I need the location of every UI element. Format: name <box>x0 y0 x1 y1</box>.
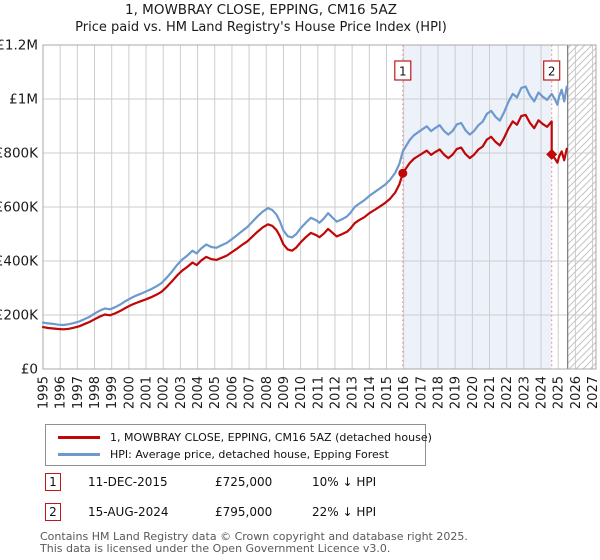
x-tick-label: 2006 <box>225 376 240 409</box>
y-tick-label: £600K <box>0 200 39 216</box>
legend-label-hpi: HPI: Average price, detached house, Eppi… <box>110 448 389 461</box>
x-tick-label: 2021 <box>483 376 498 409</box>
property-line-swatch <box>58 436 100 439</box>
y-tick-label: £200K <box>0 308 39 324</box>
sale-2-flag-box <box>543 60 561 81</box>
footer-line-1: Contains HM Land Registry data © Crown c… <box>40 530 468 543</box>
sale-1-flag-box <box>394 60 412 81</box>
hpi-line-swatch <box>58 453 100 456</box>
plot-border <box>42 44 597 370</box>
x-tick-label: 1999 <box>105 376 120 409</box>
x-tick-label: 2001 <box>140 376 155 409</box>
x-tick-label: 2000 <box>122 376 137 409</box>
footer-line-2: This data is licensed under the Open Gov… <box>40 541 391 555</box>
price-history-chart: 1 2 £0 £200K £400K £600K £800K £1M £1.2M 19951996… <box>0 38 600 410</box>
sale-1-marker <box>398 168 408 178</box>
x-tick-label: 2027 <box>586 376 600 409</box>
series-line <box>41 113 568 331</box>
x-tick-label: 2026 <box>569 376 584 409</box>
x-tick-label: 2004 <box>191 376 206 409</box>
x-tick-label: 2022 <box>500 376 515 409</box>
sale-2-hpi-diff: 22% ↓ HPI <box>312 504 377 519</box>
legend-item-property: 1, MOWBRAY CLOSE, EPPING, CM16 5AZ (deta… <box>58 429 432 446</box>
legend-label-property: 1, MOWBRAY CLOSE, EPPING, CM16 5AZ (deta… <box>110 431 432 444</box>
x-tick-label: 1997 <box>71 376 86 409</box>
x-tick-label: 2009 <box>277 376 292 409</box>
y-tick-label: £400K <box>0 254 39 270</box>
y-tick-label: £800K <box>0 146 39 162</box>
x-tick-label: 2011 <box>311 376 326 409</box>
x-tick-label: 2014 <box>363 376 378 409</box>
legend-item-hpi: HPI: Average price, detached house, Eppi… <box>58 446 425 463</box>
chart-legend: 1, MOWBRAY CLOSE, EPPING, CM16 5AZ (deta… <box>45 424 432 466</box>
x-tick-label: 2005 <box>208 376 223 409</box>
x-tick-label: 2025 <box>552 376 567 409</box>
x-tick-label: 2016 <box>397 376 412 409</box>
y-tick-label: £1M <box>9 92 38 108</box>
sale-2-marker <box>546 148 558 160</box>
future-hatched-region <box>567 45 596 369</box>
sale-1-number-badge: 1 <box>45 472 61 491</box>
x-tick-label: 2020 <box>466 376 481 409</box>
sale-1-hpi-diff: 10% ↓ HPI <box>312 474 377 489</box>
x-tick-label: 2012 <box>328 376 343 409</box>
x-tick-label: 2023 <box>517 376 532 409</box>
sale-2-flag-label: 2 <box>548 65 556 79</box>
x-tick-label: 1996 <box>54 376 69 409</box>
x-tick-label: 2018 <box>432 376 447 409</box>
page-title: 1, MOWBRAY CLOSE, EPPING, CM16 5AZ <box>125 2 397 18</box>
sale-1-price: £725,000 <box>215 474 273 489</box>
sale-1-date: 11-DEC-2015 <box>88 474 168 489</box>
y-tick-label: £0 <box>21 362 38 378</box>
sale-1-flag-label: 1 <box>399 65 407 79</box>
x-tick-label: 2013 <box>346 376 361 409</box>
sale-annotation-1: 1 11-DEC-2015 £725,000 10% ↓ HPI <box>45 472 376 491</box>
x-tick-label: 2017 <box>414 376 429 409</box>
y-tick-label: £1.2M <box>0 38 38 54</box>
sale-2-price: £795,000 <box>215 504 273 519</box>
x-tick-label: 2024 <box>535 376 550 409</box>
x-tick-label: 2019 <box>449 376 464 409</box>
page-subtitle: Price paid vs. HM Land Registry's House … <box>75 20 447 35</box>
x-tick-label: 2007 <box>243 376 258 409</box>
x-tick-label: 1995 <box>37 376 52 409</box>
x-tick-label: 2002 <box>157 376 172 409</box>
x-tick-label: 2010 <box>294 376 309 409</box>
sale-2-number-badge: 2 <box>45 502 61 521</box>
series-line <box>41 85 568 327</box>
x-tick-label: 2015 <box>380 376 395 409</box>
x-tick-label: 1998 <box>88 376 103 409</box>
license-footer: Contains HM Land Registry data © Crown c… <box>40 531 468 554</box>
x-tick-label: 2008 <box>260 376 275 409</box>
sale-2-date: 15-AUG-2024 <box>88 504 169 519</box>
x-tick-label: 2003 <box>174 376 189 409</box>
sale-annotation-2: 2 15-AUG-2024 £795,000 22% ↓ HPI <box>45 502 376 521</box>
